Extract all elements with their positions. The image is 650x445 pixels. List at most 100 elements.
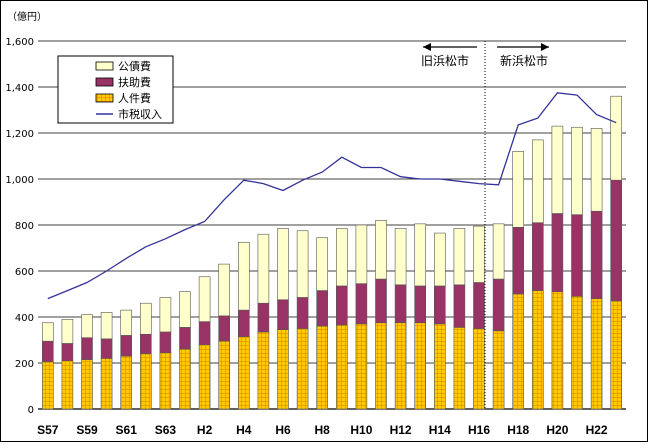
bar-segment-assistance: [316, 290, 328, 327]
bar-segment-personnel: [473, 328, 485, 410]
x-tick-label: H4: [236, 423, 252, 437]
bar-segment-debt: [61, 318, 74, 344]
x-tick-label: H6: [275, 423, 291, 437]
bar-segment-debt: [512, 151, 524, 228]
new-city-label: 新浜松市: [500, 53, 548, 68]
old-city-label: 旧浜松市: [421, 53, 469, 68]
bar-segment-assistance: [336, 285, 348, 326]
bar-segment-assistance: [492, 278, 505, 332]
bar-segment-assistance: [218, 315, 230, 342]
y-tick-label: 1,000: [5, 175, 34, 186]
legend-swatch-assistance: [95, 77, 114, 87]
legend: 公債費 扶助費 人件費 市税収入: [57, 55, 174, 124]
bar-segment-debt: [100, 312, 113, 340]
bar-segment-personnel: [590, 298, 603, 410]
bar-segment-personnel: [61, 360, 74, 410]
bar-segment-assistance: [159, 331, 172, 353]
bar-segment-assistance: [414, 285, 426, 324]
bar-segment-debt: [140, 302, 152, 335]
bar-segment-assistance: [238, 309, 250, 337]
y-tick-label: 200: [15, 359, 34, 370]
legend-label-personnel: 人件費: [118, 91, 151, 105]
city-annotations: 旧浜松市 新浜松市: [421, 41, 549, 409]
bar-segment-debt: [473, 225, 485, 283]
bar-segment-personnel: [453, 327, 466, 410]
old-city-arrowhead: [423, 43, 431, 51]
bar-segment-personnel: [120, 355, 132, 410]
bar-segment-personnel: [257, 331, 270, 410]
bar-segment-assistance: [512, 227, 524, 295]
x-tick-label: H20: [546, 423, 568, 437]
y-tick-label: 400: [15, 313, 34, 324]
y-unit-label: （億円）: [7, 10, 47, 23]
x-tick-label: H18: [507, 423, 529, 437]
legend-label-debt: 公債費: [118, 59, 151, 73]
bar-segment-personnel: [238, 336, 250, 410]
bar-segment-debt: [316, 237, 328, 291]
bar-segment-debt: [610, 95, 622, 181]
y-axis-ticks: 0 200 400 600 800 1,000 1,200 1,400 1,600: [5, 37, 34, 416]
bar-segment-assistance: [257, 302, 270, 333]
gridlines: [38, 40, 626, 410]
bar-segment-debt: [277, 228, 289, 301]
bar-segment-personnel: [532, 290, 544, 410]
bar-segment-personnel: [159, 352, 172, 410]
bar-segment-debt: [198, 276, 211, 322]
x-tick-label: H8: [315, 423, 331, 437]
x-tick-label: H22: [586, 423, 608, 437]
bar-segment-personnel: [375, 322, 387, 410]
bar-segment-personnel: [512, 293, 524, 410]
bar-segment-debt: [394, 228, 407, 286]
bar-segment-personnel: [571, 295, 583, 410]
bar-segment-personnel: [336, 324, 348, 410]
bar-segment-personnel: [492, 330, 505, 410]
bar-segment-personnel: [100, 358, 113, 410]
legend-label-assistance: 扶助費: [118, 75, 151, 89]
y-tick-label: 600: [15, 267, 34, 278]
bar-segment-assistance: [610, 179, 622, 302]
bar-segment-personnel: [42, 361, 54, 410]
bar-segment-debt: [551, 125, 564, 214]
bar-segment-personnel: [296, 328, 309, 410]
x-tick-label: H16: [468, 423, 490, 437]
bar-segment-debt: [238, 241, 250, 311]
bar-segment-personnel: [81, 359, 93, 410]
bar-segment-personnel: [394, 322, 407, 410]
bar-segment-debt: [179, 291, 191, 328]
bar-segment-debt: [492, 223, 505, 280]
bar-segment-debt: [257, 233, 270, 304]
bar-segment-debt: [81, 314, 93, 339]
x-axis-ticks: S57 S59 S61 S63 H2 H4 H6 H8 H10 H12 H14 H16 H18 H20 H2…: [37, 423, 608, 437]
x-tick-label: S63: [155, 423, 177, 437]
bar-segment-personnel: [316, 325, 328, 410]
bar-segment-assistance: [81, 337, 93, 360]
bar-segment-debt: [434, 232, 446, 287]
bar-segment-assistance: [61, 343, 74, 362]
bar-segment-assistance: [198, 321, 211, 345]
bar-segment-personnel: [198, 344, 211, 410]
bar-segment-assistance: [532, 222, 544, 291]
bar-segment-assistance: [571, 214, 583, 297]
bar-segment-personnel: [179, 348, 191, 410]
bar-segment-debt: [532, 139, 544, 223]
bar-segment-assistance: [277, 299, 289, 330]
bar-segment-debt: [42, 322, 54, 342]
legend-swatch-debt: [95, 61, 114, 71]
x-tick-label: H14: [429, 423, 451, 437]
x-tick-label: H12: [390, 423, 412, 437]
bar-segment-debt: [218, 263, 230, 317]
new-city-arrowhead: [541, 43, 549, 51]
tax-revenue-line: [47, 92, 617, 300]
y-tick-label: 1,200: [5, 129, 34, 140]
legend-box: [57, 55, 174, 124]
x-tick-label: S59: [76, 423, 98, 437]
bar-segment-debt: [590, 128, 603, 212]
bar-segment-assistance: [140, 333, 152, 355]
bar-segment-debt: [571, 126, 583, 215]
bar-segment-assistance: [296, 297, 309, 329]
x-tick-label: S61: [116, 423, 138, 437]
legend-swatch-personnel: [95, 93, 114, 103]
bar-segment-assistance: [551, 213, 564, 292]
